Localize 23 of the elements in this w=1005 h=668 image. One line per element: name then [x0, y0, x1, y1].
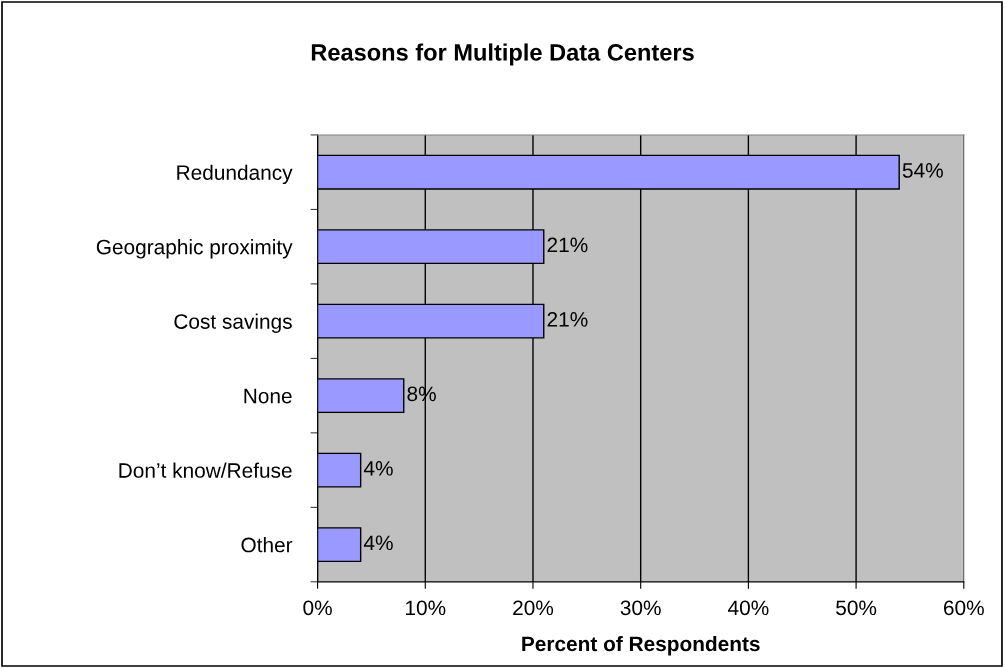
y-tick-label: Geographic proximity [96, 239, 293, 259]
data-label: 21% [547, 311, 588, 327]
x-tick-label: 40% [728, 600, 769, 616]
x-tick-label: 50% [836, 600, 877, 616]
y-tick-label: Cost savings [174, 313, 292, 334]
x-tick-label: 20% [513, 600, 554, 616]
y-tick-label: None [244, 388, 292, 404]
bar [317, 527, 362, 563]
x-tick-label: 60% [944, 600, 984, 616]
x-axis-title: Percent of Respondents [522, 635, 760, 656]
y-tick-label: Don’t know/Refuse [119, 462, 292, 478]
data-label: 4% [363, 461, 393, 476]
data-label: 54% [902, 163, 943, 178]
y-tick-label: Other [241, 537, 293, 553]
x-tick-label: 0% [303, 600, 332, 616]
data-label: 21% [547, 237, 588, 253]
x-tick-label: 30% [620, 600, 661, 616]
y-tick-label: Redundancy [177, 164, 293, 185]
x-tick-label: 10% [406, 600, 446, 616]
data-label: 4% [363, 535, 393, 551]
chart-title: Reasons for Multiple Data Centers [311, 43, 694, 66]
bar [317, 378, 405, 414]
bar [317, 452, 362, 488]
